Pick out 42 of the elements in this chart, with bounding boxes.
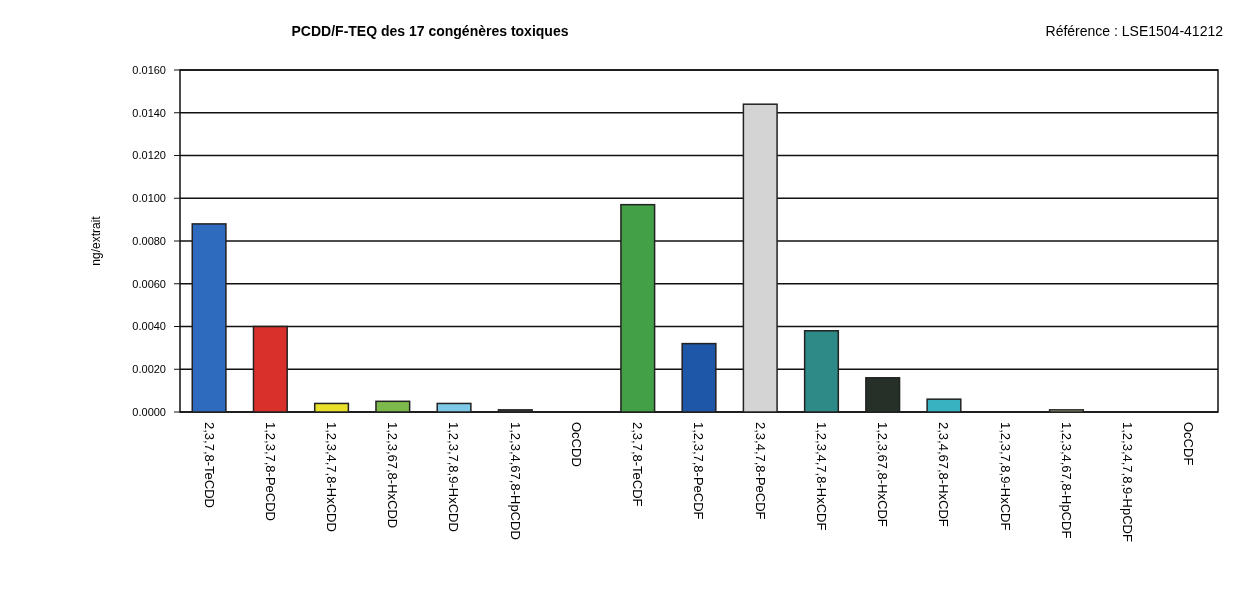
bar [926,398,962,413]
chart-subtitle: Référence : LSE1504-41212 [1045,23,1224,39]
y-tick-label: 0.0040 [132,320,166,333]
x-tick-label: 1,2,3,7,8-PeCDD [262,422,278,521]
x-tick-label: 1,2,3,4,7,8-HxCDF [813,422,829,531]
x-tick-label: 1,2,3,7,8,9-HxCDD [446,422,462,532]
bar [313,402,350,413]
x-tick-label: 1,2,3,67,8-HxCDD [385,422,401,529]
bar [1048,409,1085,413]
x-tick-label: 2,3,4,7,8-PeCDF [752,422,768,520]
x-tick-label: OcCDF [1181,422,1197,466]
x-tick-label: 1,2,3,67,8-HxCDF [875,422,891,527]
x-tick-label: 1,2,3,4,67,8-HpCDD [507,422,523,540]
bar [681,342,717,413]
y-axis-title: ng/extrait [89,215,103,266]
bar [436,402,472,413]
bar [191,223,227,413]
x-tick-label: 2,3,7,8-TeCDD [201,422,217,508]
x-tick-label: 1,2,3,4,7,8-HxCDD [324,422,340,532]
bar [803,330,840,413]
bar [497,409,533,413]
y-tick-label: 0.0140 [132,106,166,119]
chart-title: PCDD/F-TEQ des 17 congénères toxiques [291,23,569,39]
bar [252,325,288,413]
bar [620,203,656,413]
y-tick-label: 0.0020 [132,363,166,376]
bar [375,400,411,413]
bar [742,103,778,413]
y-tick-label: 0.0000 [132,405,166,418]
y-tick-label: 0.0080 [132,234,166,247]
y-tick-label: 0.0100 [132,192,166,205]
x-tick-label: 2,3,7,8-TeCDF [630,422,646,507]
bar [865,377,901,413]
y-tick-label: 0.0060 [132,277,166,290]
y-tick-label: 0.0120 [132,149,166,162]
x-tick-label: 1,2,3,4,67,8-HpCDF [1058,422,1074,539]
x-tick-label: 1,2,3,7,8-PeCDF [691,422,707,520]
x-tick-label: 1,2,3,4,7,8,9-HpCDF [1120,422,1136,542]
y-tick-label: 0.0160 [132,63,166,76]
x-tick-label: 2,3,4,67,8-HxCDF [936,422,952,527]
x-tick-label: OcCDD [568,422,584,467]
x-tick-label: 1,2,3,7,8,9-HxCDF [997,422,1013,531]
